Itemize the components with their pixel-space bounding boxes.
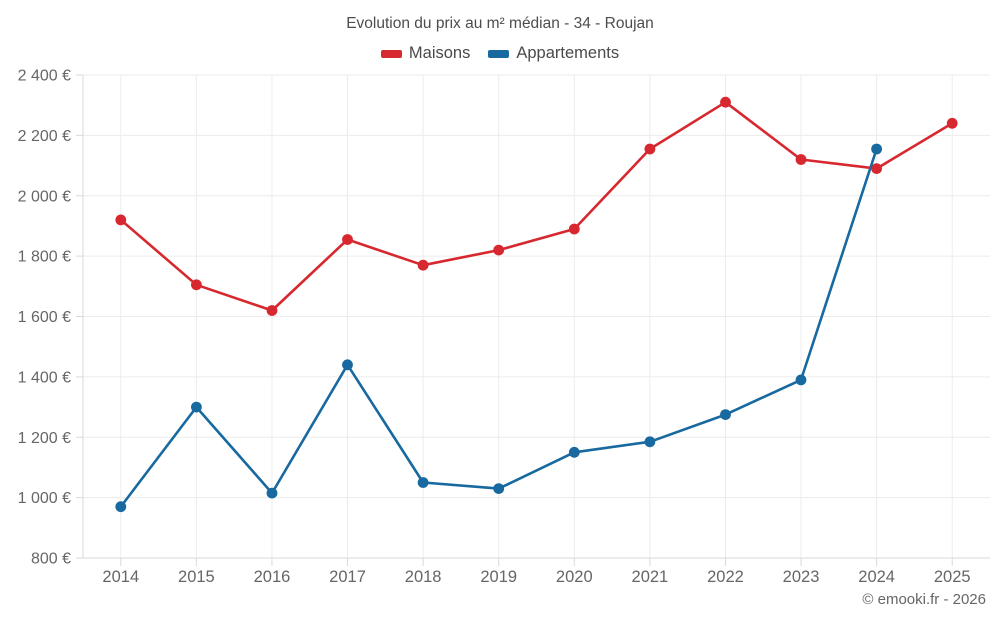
appartements-swatch-icon <box>488 49 510 58</box>
data-point-appartements-2019[interactable] <box>493 483 505 494</box>
x-tick-label: 2018 <box>405 568 442 586</box>
maisons-swatch-icon <box>380 49 402 58</box>
chart-legend: Maisons Appartements <box>0 44 1000 63</box>
y-tick-label: 2 400 € <box>18 68 71 85</box>
x-tick-label: 2020 <box>556 568 593 586</box>
y-tick-label: 2 200 € <box>18 128 71 145</box>
data-point-appartements-2016[interactable] <box>266 487 278 499</box>
data-point-maisons-2021[interactable] <box>644 143 656 155</box>
series-line-maisons <box>119 100 954 312</box>
y-tick-label: 1 000 € <box>18 490 71 507</box>
legend-item-appartements[interactable]: Appartements <box>488 44 619 63</box>
x-tick-label: 2016 <box>254 568 291 586</box>
data-point-appartements-2023[interactable] <box>795 374 807 386</box>
data-point-maisons-2014[interactable] <box>115 214 127 226</box>
x-tick-label: 2014 <box>102 568 139 586</box>
data-point-maisons-2018[interactable] <box>417 259 429 271</box>
x-tick-label: 2024 <box>858 568 895 586</box>
x-tick-label: 2021 <box>632 568 669 586</box>
legend-label-maisons: Maisons <box>408 44 471 62</box>
y-tick-label: 1 200 € <box>18 430 71 447</box>
data-point-appartements-2022[interactable] <box>720 409 731 420</box>
data-point-maisons-2016[interactable] <box>266 305 278 316</box>
data-point-appartements-2024[interactable] <box>871 143 882 155</box>
chart-title: Evolution du prix au m² médian - 34 - Ro… <box>346 15 654 32</box>
y-tick-label: 800 € <box>31 551 71 568</box>
data-point-maisons-2023[interactable] <box>795 154 807 165</box>
data-point-maisons-2015[interactable] <box>191 279 202 291</box>
legend-label-appartements: Appartements <box>516 44 620 62</box>
data-point-appartements-2017[interactable] <box>342 359 353 371</box>
y-tick-label: 1 400 € <box>18 369 71 386</box>
data-point-maisons-2019[interactable] <box>493 244 505 256</box>
x-tick-label: 2022 <box>707 568 744 586</box>
copyright-text: © emooki.fr - 2026 <box>862 591 986 608</box>
data-point-maisons-2020[interactable] <box>568 223 580 235</box>
x-tick-label: 2017 <box>329 568 366 586</box>
x-tick-label: 2023 <box>783 568 820 586</box>
y-tick-label: 1 600 € <box>18 309 71 326</box>
y-tick-label: 2 000 € <box>18 188 71 205</box>
data-point-appartements-2014[interactable] <box>115 501 127 513</box>
data-point-maisons-2025[interactable] <box>946 117 958 129</box>
data-point-maisons-2017[interactable] <box>342 234 353 245</box>
data-point-appartements-2021[interactable] <box>644 436 656 448</box>
x-tick-label: 2015 <box>178 568 215 586</box>
data-point-maisons-2022[interactable] <box>720 96 731 108</box>
data-point-maisons-2024[interactable] <box>871 163 882 175</box>
data-point-appartements-2020[interactable] <box>568 446 580 458</box>
x-tick-label: 2019 <box>480 568 517 586</box>
data-point-appartements-2018[interactable] <box>417 477 429 488</box>
legend-item-maisons[interactable]: Maisons <box>380 44 471 63</box>
x-tick-label: 2025 <box>934 568 971 586</box>
data-point-appartements-2015[interactable] <box>191 401 202 413</box>
y-tick-label: 1 800 € <box>18 249 71 266</box>
